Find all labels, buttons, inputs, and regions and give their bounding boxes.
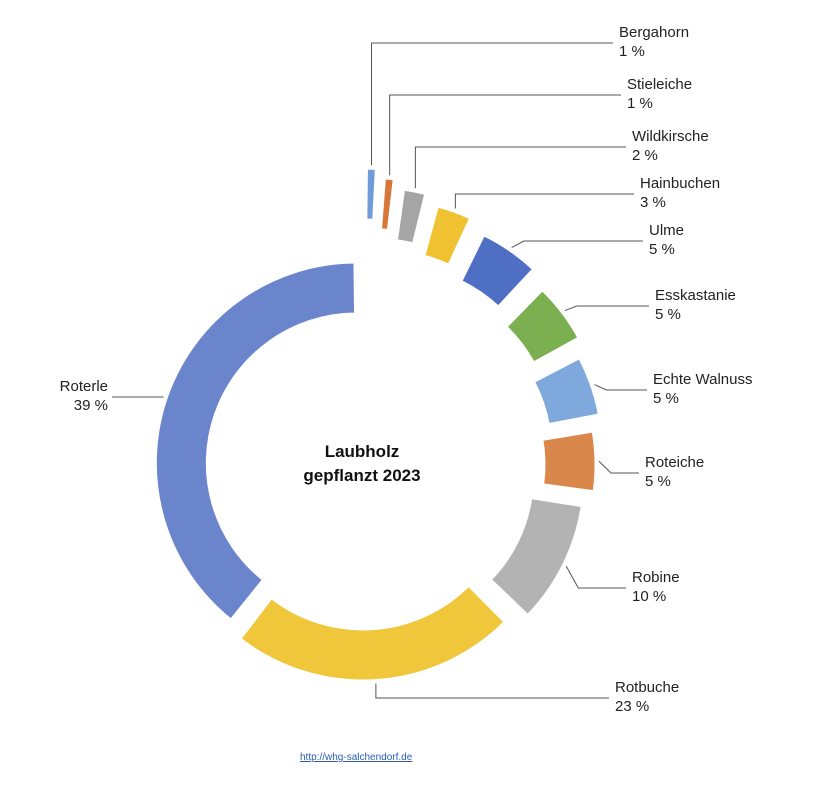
donut-segment <box>396 189 426 244</box>
leader-line <box>594 384 647 391</box>
footer-link[interactable]: http://whg-salchendorf.de <box>300 752 413 763</box>
donut-segment <box>506 290 579 363</box>
category-label: Ulme <box>649 222 684 239</box>
chart-title: Laubholz gepflanzt 2023 <box>303 442 421 485</box>
donut-segment <box>461 235 533 307</box>
category-label: Wildkirsche <box>632 128 709 145</box>
leader-line <box>414 146 626 189</box>
leader-line <box>565 566 626 589</box>
donut-segment <box>490 498 582 615</box>
value-label: 1 % <box>627 95 653 112</box>
donut-segment <box>240 585 505 681</box>
value-label: 39 % <box>74 397 108 414</box>
leader-line <box>375 683 609 699</box>
category-label: Echte Walnuss <box>653 371 753 388</box>
category-label: Bergahorn <box>619 24 689 41</box>
donut-segment <box>542 431 596 492</box>
leader-line <box>371 42 613 166</box>
value-label: 10 % <box>632 588 666 605</box>
value-label: 5 % <box>649 241 675 258</box>
leader-line <box>564 305 649 312</box>
value-label: 1 % <box>619 43 645 60</box>
value-label: 5 % <box>653 390 679 407</box>
value-label: 5 % <box>645 473 671 490</box>
category-label: Hainbuchen <box>640 175 720 192</box>
donut-segment <box>534 358 599 425</box>
donut-segment <box>155 262 356 620</box>
leader-line <box>511 240 643 248</box>
value-label: 3 % <box>640 194 666 211</box>
category-label: Roterle <box>60 378 108 395</box>
category-label: Roteiche <box>645 454 704 471</box>
value-label: 23 % <box>615 698 649 715</box>
leader-line <box>389 94 621 176</box>
value-label: 5 % <box>655 306 681 323</box>
category-label: Robine <box>632 569 680 586</box>
donut-segment <box>381 178 394 230</box>
donut-segment <box>424 206 471 265</box>
leader-line <box>598 460 639 474</box>
value-label: 2 % <box>632 147 658 164</box>
category-label: Rotbuche <box>615 679 679 696</box>
donut-segment <box>366 168 376 220</box>
category-label: Esskastanie <box>655 287 736 304</box>
leader-line <box>454 193 634 209</box>
category-label: Stieleiche <box>627 76 692 93</box>
